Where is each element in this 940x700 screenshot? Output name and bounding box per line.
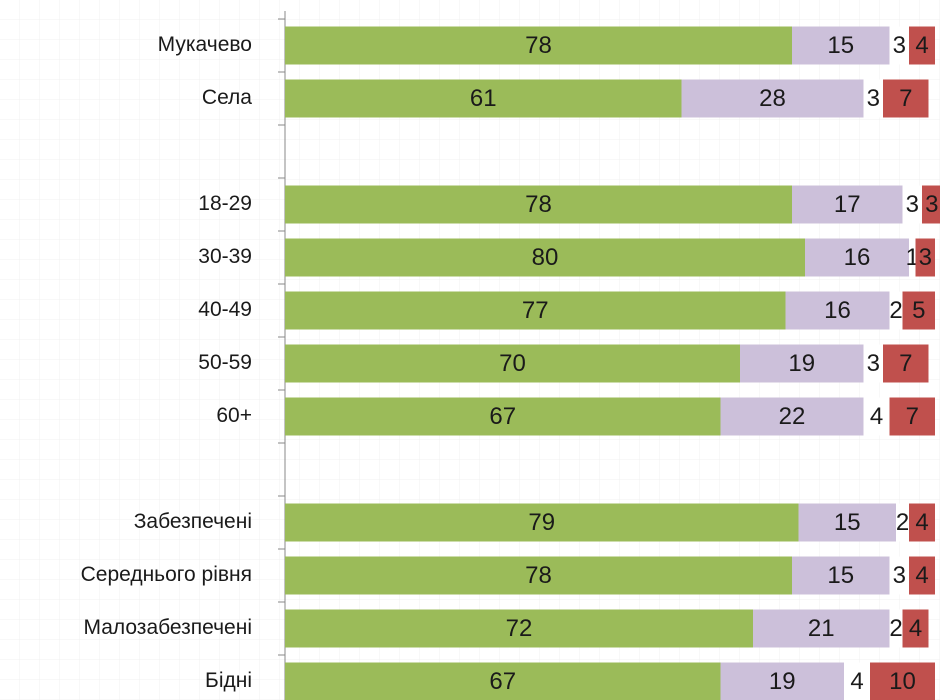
bar-segment	[889, 609, 903, 648]
value-label: 5	[912, 297, 925, 324]
bar-segment	[720, 662, 844, 700]
value-label: 2	[889, 297, 902, 324]
value-label: 7	[899, 350, 912, 377]
value-label: 3	[867, 350, 880, 377]
value-label: 4	[850, 668, 863, 695]
bar-segment	[896, 503, 909, 542]
bar-segment	[285, 344, 740, 383]
bar-segment	[285, 26, 792, 65]
category-label: Забезпечені	[134, 510, 252, 533]
value-label: 61	[470, 85, 497, 112]
value-label: 19	[769, 668, 796, 695]
value-label: 15	[827, 32, 854, 59]
category-label: Малозабезпечені	[83, 616, 252, 639]
value-label: 4	[915, 32, 928, 59]
bar-segment	[863, 79, 883, 118]
value-label: 21	[808, 615, 835, 642]
value-label: 4	[915, 509, 928, 536]
bar-segment	[720, 397, 864, 436]
category-label: 40-49	[198, 298, 252, 321]
bar-segment	[870, 662, 935, 700]
bar-segment	[285, 662, 721, 700]
category-label: Бідні	[205, 669, 252, 692]
category-label: 50-59	[198, 351, 252, 374]
value-label: 67	[489, 403, 516, 430]
value-label: 17	[834, 191, 861, 218]
value-label: 4	[870, 403, 883, 430]
bar-segment	[863, 397, 890, 436]
value-label: 15	[834, 509, 861, 536]
bar-segment	[785, 291, 890, 330]
value-label: 3	[925, 191, 938, 218]
value-label: 2	[889, 615, 902, 642]
value-label: 70	[499, 350, 526, 377]
bar-segment	[285, 556, 792, 595]
bar-segment	[889, 26, 909, 65]
bar-segment	[902, 291, 935, 330]
value-label: 67	[489, 668, 516, 695]
value-label: 16	[824, 297, 851, 324]
value-label: 4	[909, 615, 922, 642]
bar-segment	[285, 185, 792, 224]
category-label: 30-39	[198, 245, 252, 268]
bar-segment	[863, 344, 883, 383]
bar-segment	[909, 503, 935, 542]
bar-segment	[915, 238, 935, 277]
bar-segment	[909, 556, 935, 595]
bar-segment	[285, 238, 805, 277]
bar-segment	[909, 238, 916, 277]
value-label: 2	[896, 509, 909, 536]
bar-segment	[681, 79, 864, 118]
category-label: 60+	[216, 404, 252, 427]
bar-segment	[805, 238, 909, 277]
value-label: 3	[867, 85, 880, 112]
value-label: 78	[525, 191, 552, 218]
bar-segment	[792, 26, 890, 65]
value-label: 80	[532, 244, 559, 271]
value-label: 28	[759, 85, 786, 112]
value-label: 7	[906, 403, 919, 430]
bar-segment	[285, 397, 721, 436]
bar-segment	[909, 26, 935, 65]
value-label: 78	[525, 562, 552, 589]
value-label: 3	[893, 562, 906, 589]
value-label: 15	[827, 562, 854, 589]
bar-segment	[285, 503, 799, 542]
bar-segment	[889, 556, 909, 595]
value-label: 4	[915, 562, 928, 589]
bar-segment	[902, 609, 929, 648]
bar-segment	[883, 344, 929, 383]
bar-segment	[883, 79, 929, 118]
bar-segment	[922, 185, 940, 224]
value-label: 3	[893, 32, 906, 59]
category-label: 18-29	[198, 192, 252, 215]
value-label: 72	[506, 615, 533, 642]
category-label: Села	[202, 86, 252, 109]
value-label: 10	[889, 668, 916, 695]
value-label: 22	[779, 403, 806, 430]
value-label: 77	[522, 297, 549, 324]
bar-segment	[889, 397, 935, 436]
bar-segment	[889, 291, 903, 330]
value-label: 19	[788, 350, 815, 377]
bar-segment	[844, 662, 870, 700]
value-label: 3	[906, 191, 919, 218]
value-label: 3	[919, 244, 932, 271]
category-label: Мукачево	[158, 33, 252, 56]
value-label: 78	[525, 32, 552, 59]
bar-segment	[285, 291, 786, 330]
category-label: Середнього рівня	[81, 563, 252, 586]
bar-segment	[792, 556, 890, 595]
bar-segment	[792, 185, 903, 224]
bar-segment	[753, 609, 890, 648]
bar-segment	[285, 609, 753, 648]
bar-segment	[285, 79, 682, 118]
value-label: 16	[844, 244, 871, 271]
bar-segment	[740, 344, 864, 383]
value-label: 79	[528, 509, 555, 536]
bar-segment	[902, 185, 922, 224]
value-label: 7	[899, 85, 912, 112]
bar-segment	[798, 503, 896, 542]
